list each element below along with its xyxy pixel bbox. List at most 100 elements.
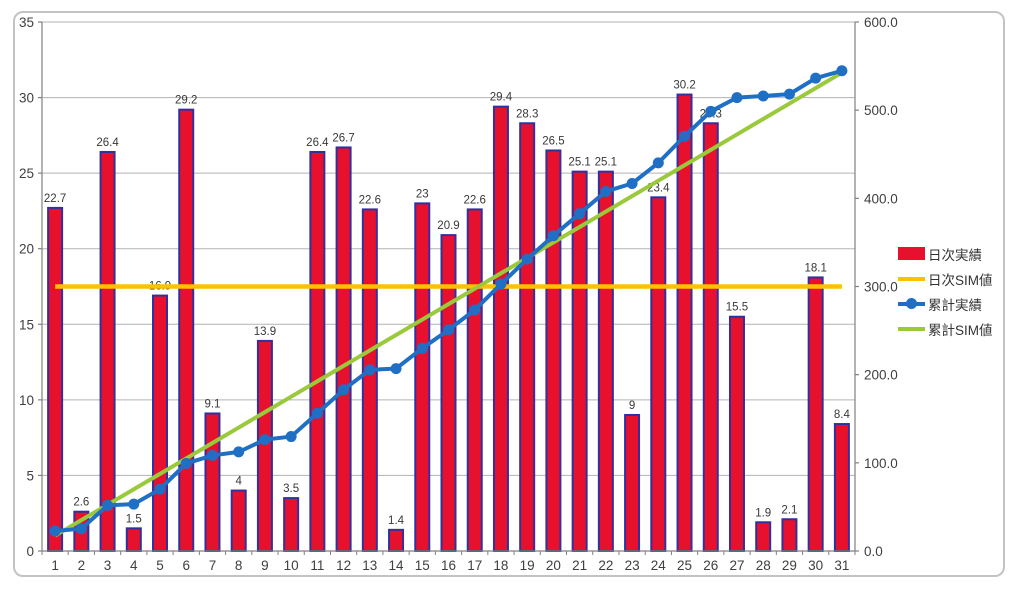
chart-outer-frame bbox=[13, 11, 1005, 577]
x-axis-label-17: 17 bbox=[467, 558, 482, 573]
x-axis-label-8: 8 bbox=[235, 558, 243, 573]
bar-label-day-18: 29.4 bbox=[490, 92, 513, 104]
bar-label-day-27: 15.5 bbox=[726, 302, 748, 314]
cumulative-actual-marker-day-14 bbox=[390, 363, 402, 375]
legend-label-daily-sim: 日次SIM値 bbox=[928, 272, 993, 288]
bar-label-day-31: 8.4 bbox=[834, 409, 851, 421]
right-axis-label-300.0: 300.0 bbox=[864, 280, 898, 295]
legend-item-daily-actual: 日次実績 bbox=[898, 244, 993, 263]
x-axis-label-23: 23 bbox=[625, 558, 640, 573]
cumulative-actual-marker-day-18 bbox=[495, 278, 507, 290]
x-axis-label-9: 9 bbox=[261, 558, 269, 573]
cumulative-actual-marker-day-16 bbox=[443, 324, 454, 336]
left-axis-label-10: 10 bbox=[19, 393, 34, 408]
x-axis-label-21: 21 bbox=[572, 558, 587, 573]
x-axis-label-5: 5 bbox=[156, 558, 164, 573]
cumulative-actual-marker-day-24 bbox=[652, 157, 664, 169]
x-axis-label-13: 13 bbox=[362, 558, 377, 573]
x-axis-label-14: 14 bbox=[389, 558, 405, 573]
bar-label-day-3: 26.4 bbox=[96, 137, 119, 149]
bar-label-day-1: 22.7 bbox=[44, 193, 66, 205]
bar-day-5 bbox=[152, 294, 169, 552]
left-axis-label-0: 0 bbox=[26, 544, 34, 559]
legend: 日次実績 日次SIM値 累計実績 累計SIM値 bbox=[898, 244, 993, 338]
bar-day-9 bbox=[256, 339, 273, 553]
legend-item-cumulative-sim: 累計SIM値 bbox=[898, 319, 993, 338]
cumulative-actual-marker-day-9 bbox=[259, 434, 271, 446]
cumulative-actual-marker-day-3 bbox=[102, 499, 114, 511]
x-axis-label-12: 12 bbox=[336, 558, 351, 573]
line-swatch2-icon bbox=[898, 326, 925, 331]
x-axis-label-10: 10 bbox=[284, 558, 299, 573]
bar-day-27 bbox=[728, 315, 745, 552]
bar-label-day-23: 9 bbox=[629, 400, 635, 412]
x-axis-label-18: 18 bbox=[493, 558, 508, 573]
x-axis-label-31: 31 bbox=[834, 558, 849, 573]
bar-day-10 bbox=[283, 497, 300, 553]
bar-label-day-11: 26.4 bbox=[306, 137, 329, 149]
bar-day-26 bbox=[702, 122, 719, 552]
bar-label-day-30: 18.1 bbox=[804, 262, 826, 274]
x-axis-label-4: 4 bbox=[130, 558, 138, 573]
bar-day-13 bbox=[361, 208, 378, 552]
bar-label-day-4: 1.5 bbox=[126, 513, 142, 525]
left-axis-label-25: 25 bbox=[19, 166, 34, 181]
cumulative-actual-marker-day-19 bbox=[521, 253, 533, 265]
left-axis-label-20: 20 bbox=[19, 242, 34, 257]
cumulative-actual-marker-day-31 bbox=[836, 65, 848, 77]
cumulative-actual-marker-day-28 bbox=[757, 90, 769, 102]
bar-day-28 bbox=[755, 521, 772, 552]
legend-label-cumulative-sim: 累計SIM値 bbox=[928, 322, 993, 338]
cumulative-actual-marker-day-27 bbox=[731, 92, 743, 104]
cumulative-actual-marker-day-4 bbox=[128, 498, 140, 510]
bar-day-3 bbox=[99, 150, 116, 553]
bar-day-22 bbox=[597, 170, 614, 552]
x-axis-label-15: 15 bbox=[415, 558, 430, 573]
cumulative-actual-marker-day-7 bbox=[206, 449, 218, 461]
x-axis-label-16: 16 bbox=[441, 558, 456, 573]
line-swatch-icon bbox=[898, 276, 925, 281]
bar-day-24 bbox=[650, 196, 667, 552]
x-axis-label-24: 24 bbox=[651, 558, 667, 573]
bar-day-18 bbox=[492, 105, 509, 552]
bar-day-11 bbox=[309, 150, 326, 553]
bar-day-30 bbox=[807, 276, 824, 552]
bar-label-day-9: 13.9 bbox=[254, 326, 276, 338]
bar-day-17 bbox=[466, 208, 483, 552]
bar-day-31 bbox=[833, 423, 850, 553]
bar-day-8 bbox=[230, 489, 247, 552]
right-axis-label-500.0: 500.0 bbox=[864, 103, 898, 118]
cumulative-actual-marker-day-20 bbox=[547, 230, 559, 242]
bar-day-1 bbox=[47, 206, 64, 553]
x-axis-label-22: 22 bbox=[598, 558, 613, 573]
bar-label-day-22: 25.1 bbox=[595, 157, 617, 169]
bar-swatch-icon bbox=[898, 247, 925, 260]
bar-label-day-8: 4 bbox=[235, 476, 242, 488]
bar-label-day-20: 26.5 bbox=[542, 135, 564, 147]
x-axis-label-29: 29 bbox=[782, 558, 797, 573]
legend-label-cumulative-actual: 累計実績 bbox=[928, 297, 982, 313]
x-axis-label-28: 28 bbox=[756, 558, 771, 573]
x-axis-label-3: 3 bbox=[104, 558, 112, 573]
marker-dot bbox=[906, 298, 917, 309]
cumulative-actual-marker-day-22 bbox=[600, 185, 612, 197]
cumulative-actual-marker-day-1 bbox=[49, 525, 61, 537]
bar-label-day-15: 23 bbox=[416, 188, 429, 200]
bar-label-day-17: 22.6 bbox=[464, 194, 486, 206]
cumulative-actual-marker-day-6 bbox=[180, 457, 192, 469]
cumulative-actual-marker-day-23 bbox=[626, 178, 638, 190]
bar-label-day-6: 29.2 bbox=[175, 95, 197, 107]
x-axis-label-11: 11 bbox=[310, 558, 324, 573]
x-axis-label-30: 30 bbox=[808, 558, 823, 573]
cumulative-actual-marker-day-8 bbox=[233, 446, 245, 458]
bar-day-4 bbox=[125, 527, 142, 552]
cumulative-actual-marker-day-26 bbox=[705, 105, 717, 117]
legend-item-daily-sim: 日次SIM値 bbox=[898, 269, 993, 288]
x-axis-label-1: 1 bbox=[51, 558, 59, 573]
bar-day-16 bbox=[440, 234, 457, 553]
cumulative-actual-marker-day-21 bbox=[574, 208, 586, 220]
bar-day-6 bbox=[178, 108, 195, 552]
bar-label-day-29: 2.1 bbox=[781, 504, 797, 516]
